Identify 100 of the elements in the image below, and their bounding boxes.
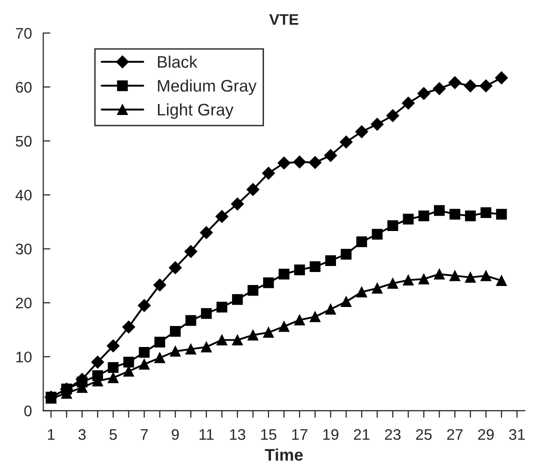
point — [138, 347, 150, 358]
y-tick-label: 50 — [16, 136, 32, 147]
point — [232, 294, 243, 305]
point — [154, 352, 166, 364]
point — [215, 210, 228, 223]
point — [170, 346, 181, 357]
point — [387, 278, 398, 289]
point — [356, 236, 368, 248]
legend-label: Medium Gray — [158, 79, 257, 95]
point — [200, 308, 212, 319]
point — [325, 255, 336, 266]
point — [310, 261, 320, 272]
x-tick-label: 3 — [78, 429, 86, 440]
x-tick-label: 19 — [323, 429, 338, 440]
point — [310, 311, 320, 322]
point — [465, 272, 476, 283]
point — [91, 356, 104, 369]
x-tick-label: 31 — [509, 429, 525, 440]
point — [370, 118, 384, 131]
point — [480, 207, 492, 218]
point — [106, 339, 120, 352]
y-tick-label: 0 — [24, 406, 32, 416]
point — [170, 326, 181, 337]
point — [340, 296, 352, 308]
point — [168, 261, 182, 274]
point — [387, 220, 398, 231]
point — [262, 166, 275, 180]
point — [372, 282, 383, 294]
x-tick-label: 27 — [447, 429, 463, 440]
point — [278, 268, 290, 280]
point — [248, 284, 258, 296]
legend-label: Light Gray — [158, 103, 234, 119]
point — [294, 314, 305, 326]
point — [402, 214, 414, 225]
point — [340, 248, 352, 260]
point — [480, 270, 492, 282]
x-tick-label: 17 — [292, 429, 308, 440]
point — [138, 358, 150, 370]
point — [372, 228, 383, 240]
point — [294, 264, 305, 276]
point — [216, 302, 228, 312]
x-tick-label: 7 — [140, 429, 148, 440]
point — [184, 245, 198, 258]
point — [108, 372, 119, 384]
point — [231, 198, 244, 210]
point — [449, 208, 460, 220]
x-tick-label: 29 — [478, 429, 494, 440]
point — [154, 336, 166, 348]
point — [108, 362, 119, 373]
y-tick-label: 60 — [16, 82, 32, 93]
point — [464, 79, 477, 92]
x-tick-label: 11 — [200, 429, 214, 440]
point — [432, 82, 446, 96]
point — [402, 96, 415, 110]
point — [496, 208, 507, 220]
point — [293, 156, 306, 168]
point — [246, 183, 260, 196]
point — [122, 320, 136, 334]
point — [434, 205, 445, 216]
point — [200, 226, 213, 240]
point — [248, 330, 258, 340]
point — [263, 277, 274, 288]
x-tick-label: 15 — [261, 429, 276, 440]
y-tick-label: 30 — [16, 244, 32, 254]
point — [185, 344, 196, 355]
x-tick-label: 1 — [48, 429, 55, 440]
point — [324, 149, 338, 162]
point — [232, 334, 243, 346]
point — [434, 268, 445, 280]
point — [480, 79, 492, 92]
point — [449, 270, 460, 282]
chart-title: VTE — [269, 14, 298, 25]
point — [153, 278, 166, 292]
x-tick-label: 9 — [172, 429, 179, 440]
point — [448, 76, 462, 90]
y-tick-label: 70 — [16, 28, 32, 39]
point — [386, 109, 400, 122]
x-tick-label: 25 — [416, 429, 432, 440]
point — [496, 275, 507, 286]
y-tick-label: 10 — [16, 352, 32, 362]
point — [355, 125, 368, 138]
point — [495, 71, 508, 84]
point — [308, 156, 322, 169]
point — [340, 136, 353, 148]
x-axis-title: Time — [264, 448, 303, 461]
point — [356, 286, 368, 298]
x-tick-label: 21 — [354, 429, 370, 440]
point — [123, 356, 134, 368]
point — [418, 274, 430, 284]
y-tick-label: 40 — [16, 190, 32, 201]
point — [325, 304, 336, 315]
point — [138, 299, 151, 312]
point — [278, 156, 290, 170]
x-tick-label: 23 — [385, 429, 401, 440]
point — [417, 87, 430, 100]
x-tick-label: 13 — [230, 429, 246, 440]
legend-label: Black — [158, 56, 198, 68]
point — [216, 334, 228, 346]
point — [263, 327, 274, 338]
point — [200, 342, 212, 352]
